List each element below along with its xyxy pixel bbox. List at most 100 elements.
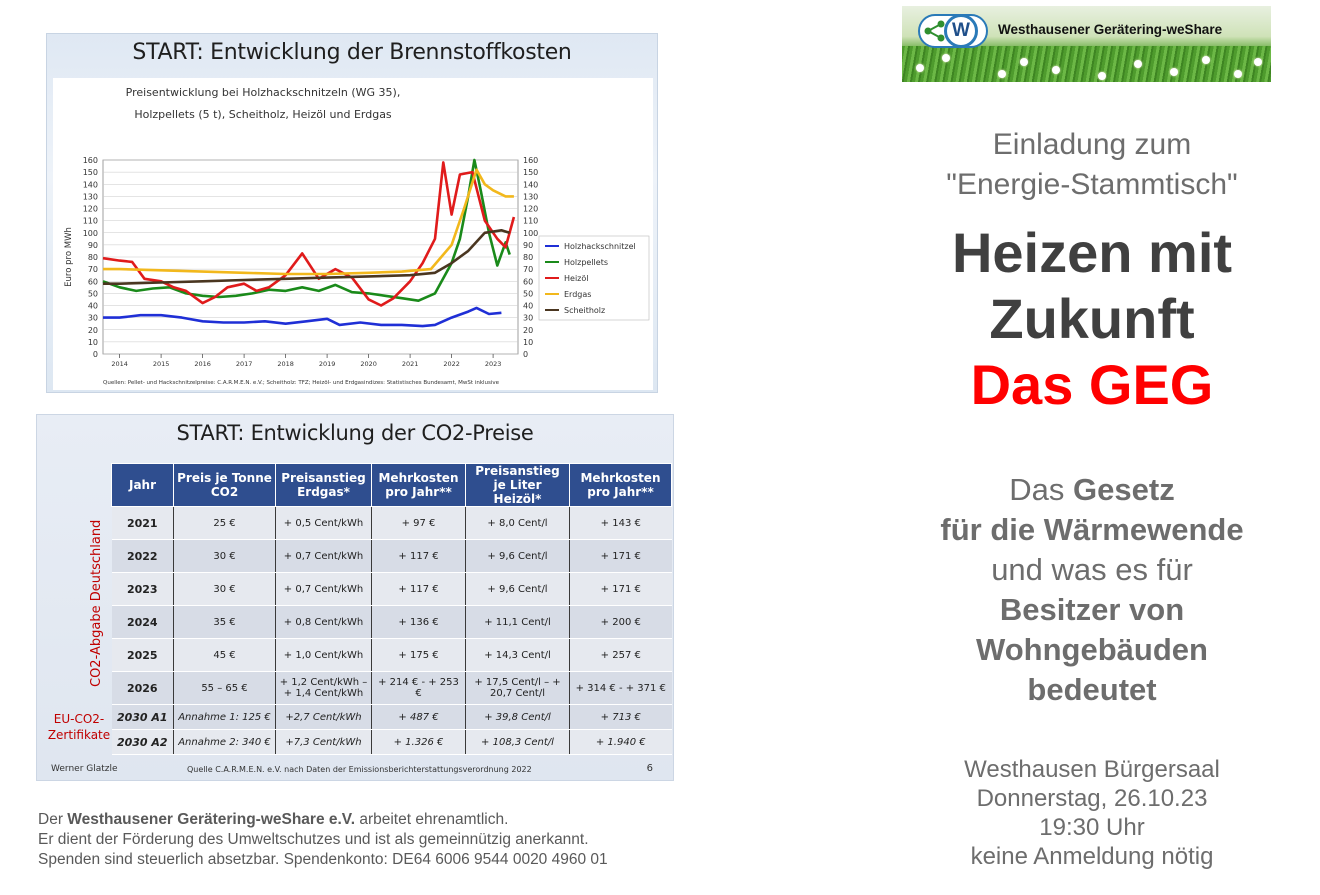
x-tick-label: 2017 <box>236 360 253 368</box>
x-tick-label: 2015 <box>153 360 170 368</box>
x-tick-label: 2021 <box>402 360 419 368</box>
x-tick-label: 2014 <box>111 360 128 368</box>
table-cell: + 1,2 Cent/kWh – + 1,4 Cent/kWh <box>275 671 372 705</box>
subtitle-line1-pre: Das <box>1009 472 1074 507</box>
table-cell: + 39,8 Cent/l <box>465 704 570 730</box>
table-body: 2021 25 € + 0,5 Cent/kWh + 97 € + 8,0 Cent/l… <box>111 506 672 755</box>
table-cell: + 117 € <box>371 539 466 573</box>
table-cell: +7,3 Cent/kWh <box>275 729 372 755</box>
subtitle-line4: Besitzer von <box>999 592 1185 627</box>
share-icon <box>924 20 945 42</box>
fuel-cost-chart: Preisentwicklung bei Holzhackschnitzeln … <box>64 86 650 386</box>
y-tick-label: 150 <box>83 168 98 177</box>
footer-line2: Er dient der Förderung des Umweltschutze… <box>38 831 589 848</box>
table-cell: 55 – 65 € <box>173 671 276 705</box>
subtitle-line2: für die Wärmewende <box>940 512 1244 547</box>
co2-price-slide: START: Entwicklung der CO2-Preise CO2-Ab… <box>36 414 674 781</box>
fuel-slide-title: START: Entwicklung der Brennstoffkosten <box>132 40 572 65</box>
year-cell: 2026 <box>111 671 174 705</box>
daisy-icon <box>1098 72 1106 80</box>
co2-levy-germany-label: CO2-Abgabe Deutschland <box>89 519 104 687</box>
table-row: 2025 45 € + 1,0 Cent/kWh + 175 € + 14,3 Cent… <box>111 638 672 672</box>
table-cell: + 171 € <box>569 539 672 573</box>
table-cell: + 9,6 Cent/l <box>465 539 570 573</box>
daisy-icon <box>1020 58 1028 66</box>
chart-title-line1: Preisentwicklung bei Holzhackschnitzeln … <box>126 86 401 99</box>
y2-tick-label: 80 <box>523 253 533 262</box>
table-row: 2023 30 € + 0,7 Cent/kWh + 117 € + 9,6 Cent/… <box>111 572 672 606</box>
legend-label: Heizöl <box>564 274 588 283</box>
table-cell: + 1,0 Cent/kWh <box>275 638 372 672</box>
subtitle-line1: Das Gesetz <box>880 470 1304 510</box>
table-cell: + 0,7 Cent/kWh <box>275 539 372 573</box>
subtitle-line6: bedeutet <box>1027 672 1157 707</box>
y-tick-label: 90 <box>88 241 98 250</box>
table-cell: + 14,3 Cent/l <box>465 638 570 672</box>
daisy-icon <box>1234 70 1242 78</box>
table-cell: + 487 € <box>371 704 466 730</box>
table-cell: 30 € <box>173 572 276 606</box>
x-tick-label: 2022 <box>443 360 460 368</box>
year-cell: 2024 <box>111 605 174 639</box>
headline-geg: Das GEG <box>970 353 1214 416</box>
footer-line1: Der Westhausener Gerätering-weShare e.V.… <box>38 810 698 830</box>
legend-label: Holzpellets <box>564 258 608 267</box>
logo-w-icon: W <box>944 14 978 48</box>
logo-org-name: Westhausener Gerätering-weShare <box>998 22 1223 37</box>
table-cell: + 0,7 Cent/kWh <box>275 572 372 606</box>
year-cell: 2021 <box>111 506 174 540</box>
legend-label: Erdgas <box>564 290 591 299</box>
daisy-icon <box>1134 60 1142 68</box>
y-tick-label: 50 <box>88 289 98 298</box>
fuel-chart-panel: Preisentwicklung bei Holzhackschnitzeln … <box>53 78 653 390</box>
y2-tick-label: 10 <box>523 338 533 347</box>
eu-label-line2: Zertifikate <box>47 728 111 742</box>
chart-title-line2: Holzpellets (5 t), Scheitholz, Heizöl un… <box>134 108 392 121</box>
y2-tick-label: 30 <box>523 314 533 323</box>
table-row: 2030 A1 Annahme 1: 125 € +2,7 Cent/kWh + 48… <box>111 704 672 730</box>
legend-label: Holzhackschnitzel <box>564 242 636 251</box>
subtitle-line1-bold: Gesetz <box>1073 472 1175 507</box>
x-tick-label: 2020 <box>360 360 377 368</box>
table-row: 2030 A2 Annahme 2: 340 € +7,3 Cent/kWh + 1.… <box>111 729 672 755</box>
series-line-holzhackschnitzel <box>103 306 502 328</box>
chart-source-note: Quellen: Pellet- und Hackschnitzelpreise… <box>103 380 500 386</box>
year-cell: 2030 A1 <box>111 704 174 730</box>
y-tick-label: 10 <box>88 338 98 347</box>
y-tick-label: 80 <box>88 253 98 262</box>
y-axis-label: Euro pro MWh <box>64 227 74 287</box>
table-cell: +2,7 Cent/kWh <box>275 704 372 730</box>
chart-series <box>102 158 516 328</box>
y2-tick-label: 40 <box>523 302 533 311</box>
y2-tick-label: 160 <box>523 156 538 165</box>
eu-label-line1: EU-CO2- <box>53 712 105 726</box>
co2-slide-title: START: Entwicklung der CO2-Preise <box>176 421 534 445</box>
year-cell: 2022 <box>111 539 174 573</box>
y2-tick-label: 70 <box>523 265 533 274</box>
series-line-erdgas <box>103 168 514 276</box>
event-date: Donnerstag, 26.10.23 <box>976 785 1208 812</box>
invitation-line1: Einladung zum <box>992 128 1192 161</box>
table-cell: + 108,3 Cent/l <box>465 729 570 755</box>
table-cell: + 0,5 Cent/kWh <box>275 506 372 540</box>
y-tick-label: 160 <box>83 156 98 165</box>
column-header: Preis je Tonne CO2 <box>173 463 276 507</box>
x-tick-label: 2018 <box>277 360 294 368</box>
table-header-row: Jahr Preis je Tonne CO2 Preisanstieg Erdga… <box>111 463 672 507</box>
y-tick-label: 70 <box>88 265 98 274</box>
table-cell: + 117 € <box>371 572 466 606</box>
table-cell: + 314 € - + 371 € <box>569 671 672 705</box>
y-tick-label: 0 <box>93 350 98 359</box>
column-header: Preisanstieg je Liter Heizöl* <box>465 463 570 507</box>
table-row: 2026 55 – 65 € + 1,2 Cent/kWh – + 1,4 Cent… <box>111 671 672 705</box>
subtitle-line5: Wohngebäuden <box>976 632 1208 667</box>
table-cell: + 143 € <box>569 506 672 540</box>
footer-line3: Spenden sind steuerlich absetzbar. Spend… <box>38 851 608 868</box>
table-cell: + 8,0 Cent/l <box>465 506 570 540</box>
y-tick-label: 100 <box>83 229 98 238</box>
x-tick-label: 2019 <box>319 360 336 368</box>
event-note: keine Anmeldung nötig <box>970 843 1214 870</box>
column-header: Mehrkosten pro Jahr** <box>371 463 466 507</box>
y-tick-label: 130 <box>83 192 98 201</box>
